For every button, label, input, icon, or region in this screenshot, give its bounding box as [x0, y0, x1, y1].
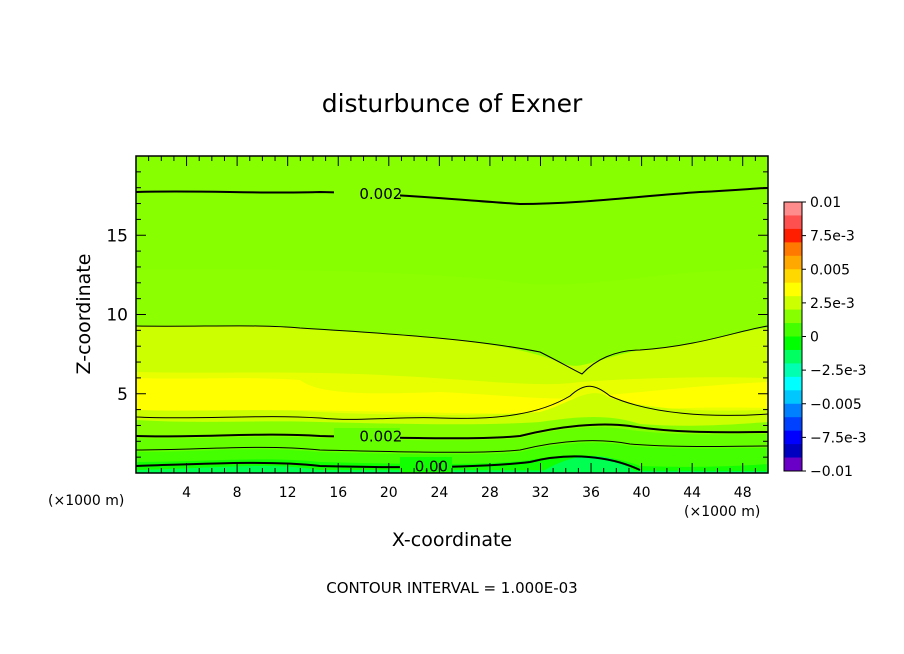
contour-line-upper: [136, 325, 768, 375]
colorbar-swatch: [784, 269, 802, 284]
colorbar-swatch: [784, 417, 802, 432]
plot-area: [136, 156, 768, 473]
x-tick-label: 20: [380, 485, 398, 501]
colorbar-label: 7.5e-3: [810, 229, 855, 245]
contour-line-lower: [136, 440, 768, 453]
colorbar-swatch: [784, 202, 802, 216]
x-tick-label: 32: [532, 485, 550, 501]
colorbar-swatch: [784, 309, 802, 324]
x-tick-label: 48: [734, 485, 752, 501]
x-axis-label: X-coordinate: [392, 529, 512, 551]
colorbar-label: 2.5e-3: [810, 296, 855, 312]
x-tick-label: 12: [279, 485, 297, 501]
y-axis: 5 10 15: [106, 171, 768, 458]
colorbar-swatch: [784, 296, 802, 311]
x-tick-label: 24: [430, 485, 448, 501]
contour-interval-note: CONTOUR INTERVAL = 1.000E-03: [326, 579, 577, 597]
colorbar-swatch: [784, 336, 802, 351]
colorbar: 0.01 7.5e-3 0.005 2.5e-3 0 −2.5e-3 −0.005 −7.5e…: [783, 195, 867, 480]
colorbar-swatch: [784, 457, 802, 472]
colorbar-swatch: [784, 242, 802, 257]
colorbar-swatch: [784, 349, 802, 364]
x-tick-label: 44: [683, 485, 701, 501]
x-tick-label: 8: [233, 485, 242, 501]
colorbar-swatch: [784, 390, 802, 405]
colorbar-swatch: [784, 376, 802, 391]
chart-title: disturbunce of Exner: [322, 89, 583, 118]
y-tick-label: 15: [106, 226, 128, 246]
colorbar-label: −7.5e-3: [810, 430, 867, 446]
contour-line-0.002-low: [136, 423, 768, 440]
x-tick-label: 4: [182, 485, 191, 501]
colorbar-swatch: [784, 323, 802, 337]
contour-line-mid: [136, 385, 768, 420]
x-unit-right: (×1000 m): [684, 504, 760, 520]
contour-label: 0.002: [359, 428, 402, 446]
x-tick-label: 36: [582, 485, 600, 501]
x-tick-label: 28: [481, 485, 499, 501]
colorbar-swatch: [784, 215, 802, 230]
colorbar-swatch: [784, 430, 802, 445]
y-tick-label: 5: [117, 385, 128, 405]
x-tick-label: 40: [633, 485, 651, 501]
colorbar-label: 0.005: [810, 262, 850, 278]
y-axis-label: Z-coordinate: [73, 254, 95, 375]
colorbar-label: −0.005: [810, 397, 862, 413]
contour-label: 0.002: [359, 185, 402, 203]
colorbar-label: 0: [810, 330, 819, 346]
colorbar-swatch: [784, 403, 802, 418]
colorbar-label: −2.5e-3: [810, 363, 867, 379]
colorbar-swatch: [784, 228, 802, 243]
x-tick-label: 16: [329, 485, 347, 501]
colorbar-swatch: [784, 444, 802, 459]
colorbar-label: −0.01: [810, 464, 853, 480]
colorbar-swatch: [784, 282, 802, 297]
contour-line-0.002-top: [136, 187, 768, 206]
x-axis: 4 8 12 16 20 24 28 32 36 40 44 48: [148, 156, 756, 501]
colorbar-swatch: [784, 255, 802, 270]
y-tick-label: 10: [106, 306, 128, 326]
colorbar-swatch: [784, 363, 802, 378]
x-unit-left: (×1000 m): [48, 493, 124, 509]
colorbar-label: 0.01: [810, 195, 841, 211]
